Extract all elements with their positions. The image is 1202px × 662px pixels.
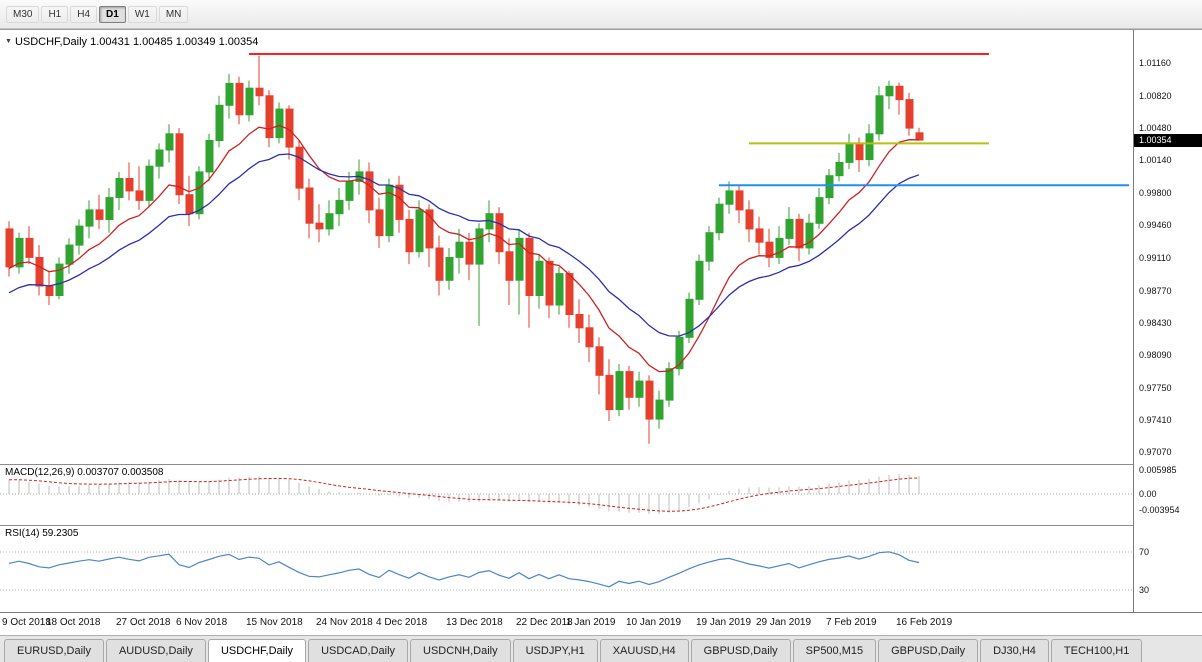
- chart-plot-area[interactable]: [0, 30, 1134, 612]
- timeframe-button-h4[interactable]: H4: [70, 5, 98, 23]
- candles-layer: [5, 55, 924, 444]
- macd-axis-label: 0.005985: [1139, 465, 1177, 475]
- price-axis-label: 0.97750: [1139, 382, 1172, 393]
- date-axis-label: 7 Feb 2019: [826, 617, 877, 628]
- timeframe-button-h1[interactable]: H1: [41, 5, 69, 23]
- chart-tab-dj30-h4[interactable]: DJ30,H4: [980, 639, 1049, 662]
- chart-tab-usdcad-daily[interactable]: USDCAD,Daily: [308, 639, 409, 662]
- chart-tab-usdchf-daily[interactable]: USDCHF,Daily: [207, 639, 307, 662]
- price-axis-label: 1.00140: [1139, 155, 1172, 166]
- pane-separator-macd[interactable]: [0, 464, 1202, 465]
- date-axis-label: 1 Jan 2019: [566, 617, 616, 628]
- timeframe-button-w1[interactable]: W1: [127, 5, 157, 23]
- date-axis-label: 22 Dec 2018: [516, 617, 573, 628]
- price-axis-label: 0.99110: [1139, 253, 1171, 264]
- timeframe-button-mn[interactable]: MN: [158, 5, 189, 23]
- price-axis-label: 0.97410: [1139, 415, 1172, 426]
- price-axis-label: 1.01160: [1139, 58, 1171, 69]
- price-axis-label: 0.98770: [1139, 285, 1172, 296]
- chart-tab-usdjpy-h1[interactable]: USDJPY,H1: [512, 639, 598, 662]
- chart-tab-usdcnh-daily[interactable]: USDCNH,Daily: [410, 639, 511, 662]
- price-axis[interactable]: 1.01160 1.00820 1.00480 1.00140 0.99800 0.994…: [1133, 30, 1202, 612]
- chart-ohlc-values: 1.00431 1.00485 1.00349 1.00354: [90, 36, 259, 48]
- date-axis[interactable]: 9 Oct 2018 18 Oct 2018 27 Oct 2018 6 Nov 20…: [0, 612, 1202, 635]
- price-axis-label: 1.00480: [1139, 123, 1172, 134]
- chart-tab-bar: EURUSD,Daily AUDUSD,Daily USDCHF,Daily USDC…: [0, 635, 1202, 662]
- chart-tab-tech100-h1[interactable]: TECH100,H1: [1050, 639, 1143, 662]
- price-axis-label: 0.99460: [1139, 220, 1172, 231]
- chart-tab-xauusd-h4[interactable]: XAUUSD,H4: [599, 639, 689, 662]
- date-axis-label: 4 Dec 2018: [376, 617, 428, 628]
- chart-dropdown-icon: ▼: [5, 38, 12, 45]
- ma-fast-line: [8, 124, 920, 373]
- date-axis-label: 10 Jan 2019: [626, 617, 682, 628]
- price-axis-label: 0.99800: [1139, 187, 1172, 198]
- rsi-line: [8, 551, 920, 588]
- chart-title: ▼ USDCHF,Daily 1.00431 1.00485 1.00349 1.…: [5, 36, 258, 48]
- chart-tab-audusd-daily[interactable]: AUDUSD,Daily: [105, 639, 206, 662]
- date-axis-label: 9 Oct 2018: [2, 617, 51, 628]
- timeframe-toolbar: M30 H1 H4 D1 W1 MN: [0, 0, 1202, 29]
- date-axis-label: 6 Nov 2018: [176, 617, 228, 628]
- date-axis-label: 29 Jan 2019: [756, 617, 812, 628]
- date-axis-label: 19 Jan 2019: [696, 617, 752, 628]
- chart-tab-sp500-m15[interactable]: SP500,M15: [792, 639, 877, 662]
- macd-axis-label: -0.003954: [1139, 504, 1180, 515]
- current-price-badge: 1.00354: [1134, 134, 1202, 148]
- date-axis-label: 27 Oct 2018: [116, 617, 171, 628]
- date-axis-label: 24 Nov 2018: [316, 617, 373, 628]
- chart-tab-eurusd-daily[interactable]: EURUSD,Daily: [4, 639, 104, 662]
- date-axis-label: 16 Feb 2019: [896, 617, 953, 628]
- rsi-indicator-label: RSI(14) 59.2305: [5, 528, 79, 539]
- price-axis-label: 0.97070: [1139, 447, 1172, 458]
- chart-symbol-label: USDCHF,Daily: [14, 36, 88, 48]
- ma-slow-line: [8, 153, 920, 337]
- macd-histogram: [8, 474, 920, 514]
- date-axis-label: 15 Nov 2018: [246, 617, 303, 628]
- rsi-axis-label: 70: [1139, 547, 1150, 557]
- chart-frame: ▼ USDCHF,Daily 1.00431 1.00485 1.00349 1.…: [0, 29, 1202, 612]
- price-axis-label: 1.00820: [1139, 90, 1172, 101]
- macd-axis-label: 0.00: [1139, 489, 1157, 499]
- chart-tab-gbpusd-daily[interactable]: GBPUSD,Daily: [690, 639, 791, 662]
- macd-indicator-label: MACD(12,26,9) 0.003707 0.003508: [5, 467, 164, 478]
- timeframe-button-m30[interactable]: M30: [6, 5, 40, 23]
- rsi-axis-label: 30: [1139, 585, 1150, 595]
- price-axis-label: 0.98090: [1139, 350, 1172, 361]
- pane-separator-rsi[interactable]: [0, 525, 1202, 526]
- price-axis-label: 0.98430: [1139, 318, 1172, 329]
- chart-tab-gbpusd-daily[interactable]: GBPUSD,Daily: [878, 639, 979, 662]
- date-axis-label: 13 Dec 2018: [446, 617, 503, 628]
- macd-signal-line: [8, 477, 920, 512]
- date-axis-label: 18 Oct 2018: [46, 617, 101, 628]
- timeframe-button-d1[interactable]: D1: [99, 5, 126, 23]
